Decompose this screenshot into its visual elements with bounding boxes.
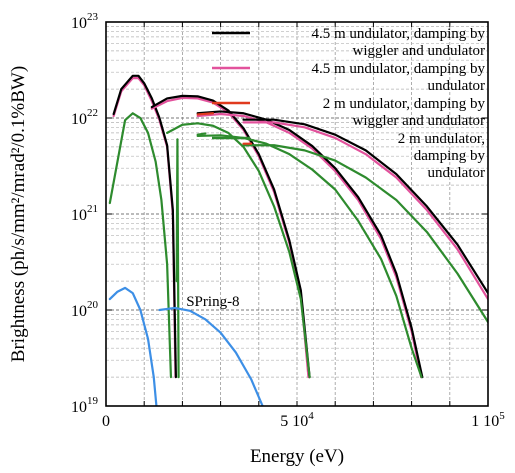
series-line-3 — [112, 74, 178, 379]
y-tick-label: 1021 — [71, 203, 98, 224]
series-layer — [108, 74, 488, 406]
legend-label: 2 m undulator, — [398, 131, 485, 147]
series-line-1 — [108, 112, 173, 379]
y-tick-label: 1022 — [71, 107, 98, 128]
series-line-18 — [158, 306, 264, 406]
series-line-8 — [196, 112, 423, 379]
y-tick-label: 1019 — [71, 395, 99, 416]
legend-label: 4.5 m undulator, damping by — [311, 61, 485, 77]
series-line-12 — [242, 118, 488, 295]
y-tick-label: 1023 — [71, 11, 99, 32]
legend-label: undulator — [428, 78, 486, 94]
legend-label: damping by — [414, 148, 486, 164]
series-line-7 — [166, 122, 311, 379]
y-axis-label: Brightness (ph/s/mm²/mrad²/0.1%BW) — [8, 66, 29, 362]
x-axis-label: Energy (eV) — [250, 446, 344, 467]
series-line-13 — [242, 144, 488, 324]
y-tick-label: 1020 — [71, 299, 99, 320]
legend-label: undulator — [428, 165, 486, 181]
annotations: SPring-8 — [186, 294, 239, 310]
legend-label: 2 m undulator, damping by — [323, 96, 486, 112]
x-tick-label: 1 105 — [471, 410, 505, 430]
series-line-14 — [196, 132, 207, 136]
legend-label: wiggler and undulator — [353, 113, 485, 129]
series-line-11 — [242, 121, 488, 301]
x-tick-label: 0 — [102, 413, 110, 430]
series-line-4 — [175, 138, 180, 379]
series-line-17 — [108, 286, 158, 406]
annotation-label: SPring-8 — [186, 294, 239, 310]
legend-label: 4.5 m undulator, damping by — [311, 26, 485, 42]
series-line-15 — [196, 112, 215, 116]
axis-ticks: 0 5 104 1 105 1019 1020 1021 1022 1023 — [71, 11, 505, 430]
x-tick-label: 5 104 — [280, 410, 314, 430]
series-line-6 — [150, 94, 311, 379]
legend-label: wiggler and undulator — [353, 43, 485, 59]
